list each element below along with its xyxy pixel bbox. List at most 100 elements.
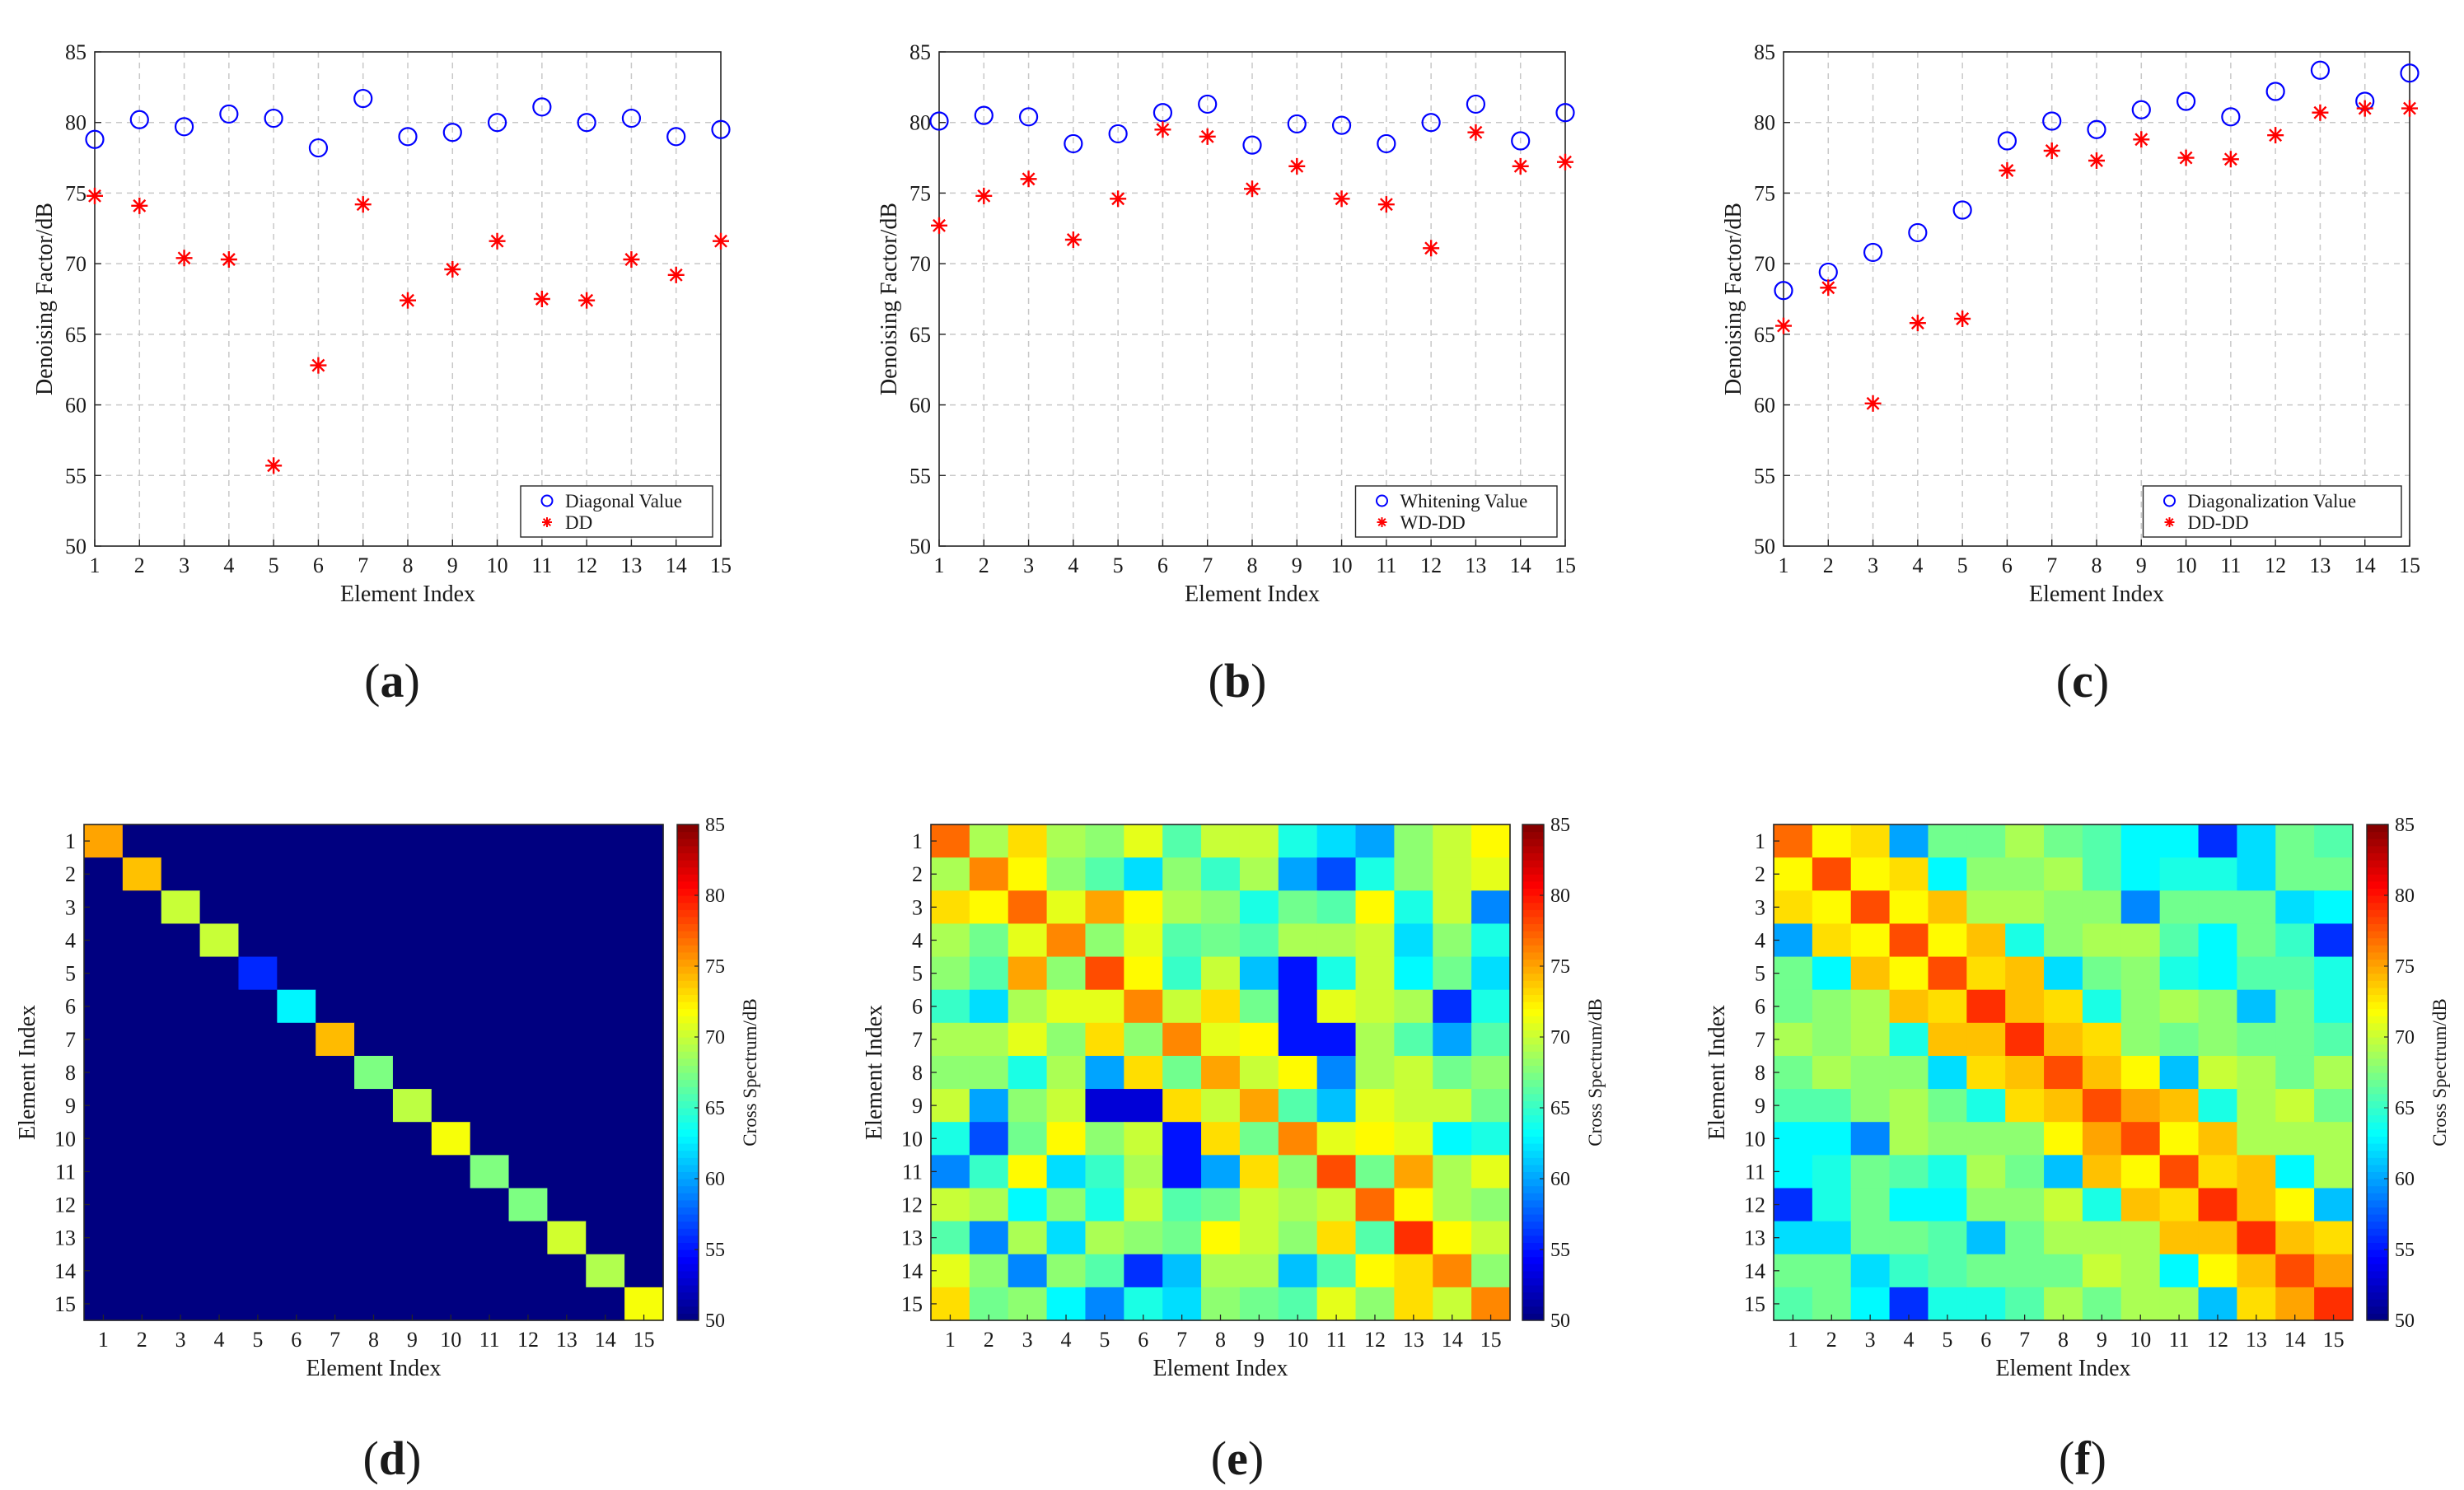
chart-a: 1 2 3 4 5 6 7 8 9 10 11 12 13 14 155055606570758085Ele… — [32, 40, 732, 607]
heatmap-cell — [1316, 1122, 1357, 1156]
colorbar-segment — [677, 1313, 699, 1321]
heatmap-cell — [508, 1122, 548, 1156]
colorbar-segment — [1522, 945, 1544, 953]
heatmap-cell — [2275, 1089, 2315, 1123]
y-tick-label: 9 — [1755, 1094, 1765, 1118]
heatmap-cell — [84, 1221, 124, 1255]
x-tick-label: 5 — [1957, 553, 1968, 577]
x-tick-label: 9 — [1254, 1328, 1265, 1352]
heatmap-cell — [277, 824, 316, 858]
heatmap-cell — [1433, 1089, 1472, 1123]
x-tick-label: 10 — [1331, 553, 1353, 577]
colorbar-tick-label: 60 — [1550, 1169, 1570, 1190]
heatmap-cell — [84, 1089, 124, 1123]
heatmap-cell — [392, 1089, 432, 1123]
colorbar-segment — [2367, 1072, 2388, 1081]
colorbar-segment — [677, 1193, 699, 1201]
colorbar-segment — [1522, 1228, 1544, 1236]
colorbar-tick-label: 55 — [705, 1240, 725, 1261]
x-tick-label: 10 — [440, 1328, 461, 1352]
data-point-primary — [1153, 103, 1173, 123]
colorbar-segment — [2367, 945, 2388, 953]
x-tick-label: 3 — [1868, 553, 1878, 577]
heatmap-cell — [122, 956, 162, 991]
heatmap-cell — [199, 1221, 240, 1255]
heatmap-cell — [1966, 1055, 2006, 1090]
heatmap-cell — [1850, 989, 1891, 1024]
heatmap-cell — [1355, 1188, 1395, 1222]
heatmap-cell — [238, 1022, 278, 1057]
data-point-secondary — [86, 187, 103, 204]
colorbar-segment — [1522, 1136, 1544, 1144]
x-tick-label: 15 — [1555, 553, 1576, 577]
y-tick-label: 9 — [912, 1094, 923, 1118]
x-tick-label: 14 — [1510, 553, 1531, 577]
heatmap-cell — [431, 923, 471, 958]
colorbar-segment — [1522, 1291, 1544, 1300]
heatmap-cell — [2237, 890, 2276, 924]
heatmap-cell — [1966, 857, 2006, 891]
heatmap-cell — [2198, 989, 2237, 1024]
colorbar-segment — [2367, 1313, 2388, 1321]
heatmap-cell — [2120, 1022, 2161, 1057]
colorbar-segment — [1522, 1313, 1544, 1321]
y-tick-label: 65 — [65, 323, 86, 347]
heatmap-cell — [161, 1122, 201, 1156]
heatmap-cell — [392, 923, 432, 958]
colorbar-segment — [1522, 852, 1544, 861]
data-point-secondary — [1999, 162, 2016, 179]
heatmap-cell — [1124, 1055, 1163, 1090]
colorbar-segment — [2367, 1128, 2388, 1137]
heatmap-cell — [238, 1122, 278, 1156]
colorbar-segment — [677, 1030, 699, 1038]
colorbar-segment — [1522, 1221, 1544, 1229]
heatmap-cell — [316, 1055, 355, 1090]
heatmap-cell — [2005, 1221, 2045, 1255]
y-tick-label: 11 — [1745, 1160, 1765, 1184]
y-tick-label: 3 — [912, 895, 923, 919]
heatmap-cell — [2120, 1122, 2161, 1156]
colorbar-segment — [677, 895, 699, 904]
heatmap-cell — [624, 1221, 664, 1255]
x-tick-label: 8 — [368, 1328, 379, 1352]
colorbar-segment — [1522, 951, 1544, 960]
heatmap-cell — [1471, 1221, 1511, 1255]
heatmap-cell — [2044, 890, 2083, 924]
heatmap-cell — [277, 923, 316, 958]
heatmap-cell — [1008, 1188, 1048, 1222]
heatmap-cell — [161, 890, 201, 924]
data-point-secondary — [310, 357, 327, 374]
data-point-primary — [929, 111, 949, 131]
data-point-primary — [2310, 60, 2331, 80]
heatmap-cell — [2005, 857, 2045, 891]
colorbar-segment — [1522, 874, 1544, 882]
x-tick-label: 7 — [330, 1328, 340, 1352]
heatmap-cell — [1394, 989, 1433, 1024]
x-tick-label: 6 — [291, 1328, 302, 1352]
x-tick-label: 2 — [134, 553, 145, 577]
heatmap-cell — [1433, 923, 1472, 958]
x-tick-label: 11 — [531, 553, 552, 577]
colorbar-segment — [2367, 1179, 2388, 1187]
heatmap-cell — [931, 857, 970, 891]
colorbar-segment — [2367, 1079, 2388, 1087]
heatmap-cell — [199, 1122, 240, 1156]
y-tick-label: 80 — [65, 111, 86, 135]
data-point-primary — [353, 88, 373, 109]
heatmap-cell — [1889, 1254, 1929, 1288]
x-tick-label: 5 — [252, 1328, 263, 1352]
heatmap-cell — [238, 956, 278, 991]
colorbar-tick-label: 55 — [2395, 1240, 2415, 1261]
heatmap-cell — [431, 956, 471, 991]
heatmap-cell — [1201, 1122, 1241, 1156]
heatmap-cell — [470, 923, 510, 958]
heatmap-cell — [1124, 1122, 1163, 1156]
colorbar-segment — [677, 1093, 699, 1101]
heatmap-cell — [84, 1022, 124, 1057]
heatmap-cell — [2275, 824, 2315, 858]
heatmap-cell — [2314, 1221, 2354, 1255]
colorbar-segment — [677, 987, 699, 995]
colorbar-segment — [2367, 1185, 2388, 1193]
heatmap-cell — [508, 923, 548, 958]
